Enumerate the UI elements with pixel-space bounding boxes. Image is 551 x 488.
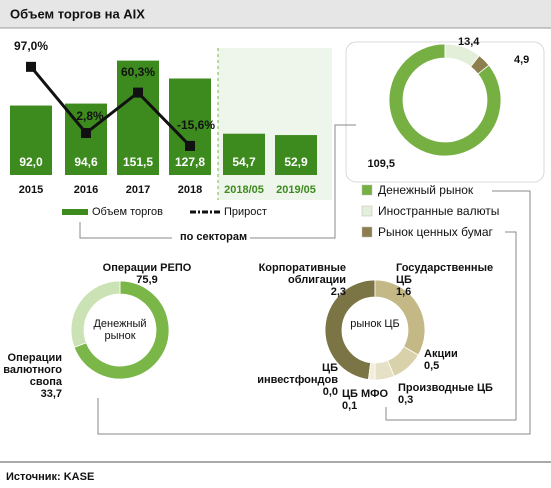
segment-label: ЦБ инвестфондов 0,0 (240, 362, 338, 398)
segment-value: 0,3 (398, 394, 414, 406)
bar-value-label: 52,9 (284, 155, 308, 169)
donut-segment (70, 280, 121, 348)
center-label: Денежный рынок (88, 318, 152, 342)
line-marker (81, 128, 91, 139)
donut-segment (73, 280, 170, 380)
title: Объем торгов на AIX (10, 6, 145, 21)
bar-value-label: 92,0 (19, 155, 43, 169)
segment-value: 75,9 (136, 274, 158, 286)
connector-label: по секторам (180, 231, 247, 243)
legend-label: Прирост (224, 206, 267, 218)
segment-name: ЦБ МФО (342, 388, 389, 400)
segment-label: Акции 0,5 (424, 348, 474, 372)
x-tick-label: 2018/05 (224, 184, 264, 196)
segment-value: 13,4 (458, 36, 480, 48)
segment-label: Корпоративные облигации 2,3 (248, 262, 346, 298)
connector (79, 222, 172, 239)
line-value-label: 2,8% (76, 109, 104, 123)
line-value-label: 60,3% (121, 65, 155, 79)
x-tick-label: 2016 (74, 184, 98, 196)
segment-name: ЦБ инвестфондов (257, 362, 338, 386)
bar (169, 78, 211, 175)
segment-label: Операции валютного свопа 33,7 (0, 352, 62, 400)
segment-value: 2,3 (330, 286, 346, 298)
connector (385, 231, 517, 421)
donut-frame (345, 41, 545, 183)
line-marker (185, 140, 195, 151)
connector (250, 124, 356, 239)
legend-swatch (361, 205, 373, 217)
line-value-label: 97,0% (14, 39, 48, 53)
x-tick-label: 2017 (126, 184, 150, 196)
line-marker (26, 61, 36, 72)
line-marker (133, 87, 143, 98)
bar-value-label: 127,8 (175, 155, 205, 169)
segment-value: 0,5 (424, 360, 440, 372)
segment-label: 4,9 (514, 54, 544, 66)
bar (117, 60, 159, 175)
center-text: рынок ЦБ (350, 318, 400, 330)
connectors (79, 124, 531, 435)
segment-label: Государственные ЦБ 1,6 (396, 262, 506, 298)
bar (275, 135, 317, 175)
x-tick-label: 2018 (178, 184, 202, 196)
donut-segment (470, 55, 490, 75)
segment-value: 1,6 (396, 286, 412, 298)
center-text: Денежный рынок (93, 318, 147, 342)
legend-swatch (62, 209, 88, 215)
donut-segment (388, 43, 502, 157)
legend-label: Объем торгов (92, 206, 163, 218)
segment-value: 109,5 (367, 158, 395, 170)
segment-label: Производные ЦБ 0,3 (398, 382, 498, 406)
header-bar (0, 0, 551, 28)
legend-label: Денежный рынок (378, 183, 474, 197)
source: Источник: KASE (6, 471, 94, 483)
connector (97, 190, 531, 435)
segment-name: Операции валютного свопа (3, 352, 62, 388)
legend-label: Иностранные валюты (378, 204, 499, 218)
segment-name: Государственные ЦБ (396, 262, 494, 286)
bar (10, 105, 52, 175)
segment-value: 0,1 (342, 400, 358, 412)
bar-value-label: 151,5 (123, 155, 153, 169)
segment-label: ЦБ МФО 0,1 (342, 388, 392, 412)
legend-swatch (361, 184, 373, 196)
donut-segment (368, 362, 372, 380)
center-label: рынок ЦБ (343, 318, 407, 330)
period-shade (218, 48, 332, 200)
donut-segment (324, 279, 376, 381)
legend-swatch (361, 226, 373, 238)
segment-label: Операции РЕПО 75,9 (92, 262, 202, 286)
bar-value-label: 94,6 (74, 155, 98, 169)
x-tick-label: 2019/05 (276, 184, 316, 196)
segment-label: 13,4 (458, 36, 488, 48)
bar-value-label: 54,7 (232, 155, 256, 169)
segment-name: Акции (424, 348, 458, 360)
segment-name: Корпоративные облигации (258, 262, 346, 286)
segment-label: 109,5 (355, 158, 395, 170)
bar (223, 133, 265, 175)
segment-value: 4,9 (514, 54, 530, 66)
segment-name: Операции РЕПО (102, 262, 192, 274)
segment-name: Производные ЦБ (398, 382, 493, 394)
segment-value: 33,7 (40, 388, 62, 400)
legend-label: Рынок ценных бумаг (378, 225, 494, 239)
segment-value: 0,0 (322, 386, 338, 398)
line-value-label: -15,6% (177, 118, 215, 132)
x-tick-label: 2015 (19, 184, 43, 196)
line (29, 65, 192, 147)
